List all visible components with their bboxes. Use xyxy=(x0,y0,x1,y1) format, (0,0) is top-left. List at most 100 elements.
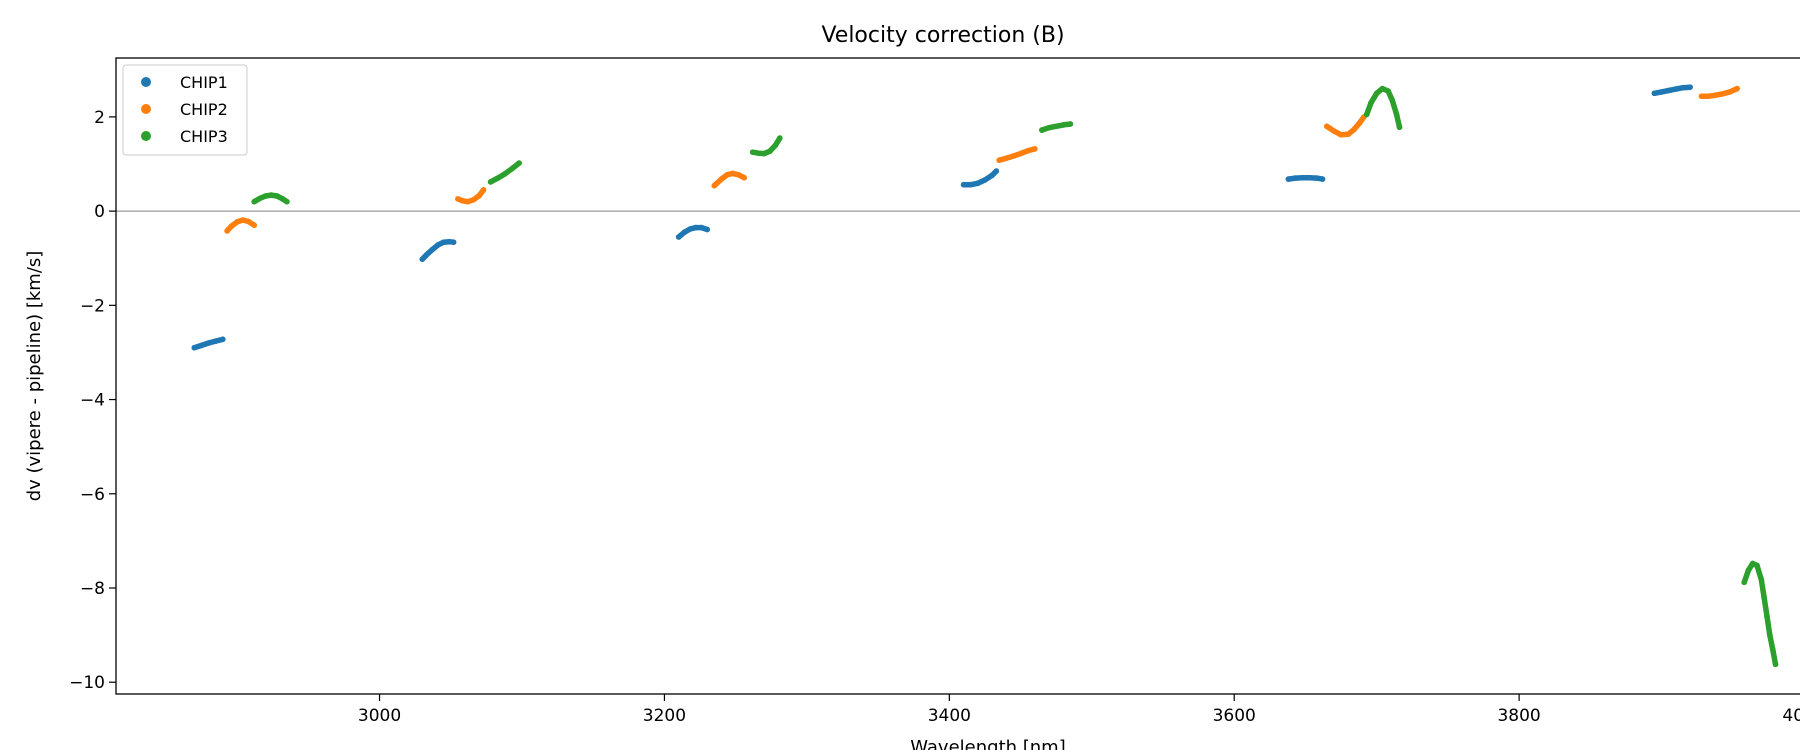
data-point xyxy=(251,198,257,205)
data-point xyxy=(1651,90,1658,97)
data-point xyxy=(495,175,501,181)
data-point xyxy=(1712,92,1719,98)
data-point xyxy=(274,193,280,199)
data-point xyxy=(1032,146,1038,152)
data-point xyxy=(1396,124,1403,131)
data-point xyxy=(1698,93,1705,99)
data-point xyxy=(1727,89,1733,95)
data-point xyxy=(1314,175,1320,181)
data-point xyxy=(476,192,483,199)
data-point xyxy=(279,196,286,202)
data-point xyxy=(284,198,290,205)
y-axis-label: dv (vipere - pipeline) [km/s] xyxy=(24,251,45,502)
data-point xyxy=(1356,120,1363,126)
data-point xyxy=(735,172,742,178)
legend-label: CHIP2 xyxy=(180,100,228,119)
data-point xyxy=(257,195,263,202)
data-point xyxy=(777,135,783,141)
legend-label: CHIP1 xyxy=(180,73,228,92)
data-point xyxy=(975,180,981,187)
data-point xyxy=(1658,89,1665,95)
data-point xyxy=(509,165,515,172)
data-point xyxy=(960,181,967,188)
x-tick-label: 3800 xyxy=(1497,706,1540,726)
data-point xyxy=(1389,97,1396,104)
data-point xyxy=(1039,127,1045,133)
data-point xyxy=(687,226,693,232)
data-point xyxy=(1363,111,1370,118)
data-point xyxy=(1720,91,1726,97)
data-point xyxy=(1285,176,1292,182)
data-point xyxy=(212,338,219,344)
y-tick-label: −8 xyxy=(80,579,105,599)
data-point xyxy=(1734,85,1740,92)
data-point xyxy=(1351,126,1357,133)
x-tick-label: 3200 xyxy=(643,706,686,726)
y-tick-label: −10 xyxy=(69,673,105,693)
x-tick-label: 3400 xyxy=(928,706,971,726)
series-chip2 xyxy=(224,85,1740,234)
data-point xyxy=(1673,86,1679,92)
data-point xyxy=(989,172,995,179)
data-point xyxy=(772,142,779,148)
data-point xyxy=(1017,150,1024,157)
data-point xyxy=(1306,174,1313,181)
data-point xyxy=(1324,123,1330,130)
data-point xyxy=(1345,131,1351,138)
data-point xyxy=(228,223,235,229)
data-point xyxy=(1705,93,1712,99)
data-point xyxy=(1754,562,1760,569)
data-point xyxy=(251,222,257,228)
x-tick-label: 4000 xyxy=(1782,706,1800,726)
data-point xyxy=(234,219,240,225)
data-point xyxy=(761,150,767,157)
data-point xyxy=(1680,84,1686,91)
data-point xyxy=(1761,594,1767,601)
data-point xyxy=(516,160,522,166)
data-point xyxy=(1046,124,1052,131)
data-point xyxy=(749,149,756,155)
data-point xyxy=(693,224,699,231)
data-point xyxy=(1687,84,1693,90)
data-point xyxy=(1758,576,1765,583)
data-point xyxy=(419,256,426,263)
data-point xyxy=(1299,174,1306,181)
legend-box xyxy=(122,64,248,156)
chart-title: Velocity correction (B) xyxy=(821,23,1064,48)
data-point xyxy=(767,148,773,155)
data-point xyxy=(1067,121,1074,127)
data-point xyxy=(198,342,205,349)
data-point xyxy=(755,150,762,156)
data-point xyxy=(1393,111,1400,118)
data-point xyxy=(423,252,430,258)
x-tick-label: 3600 xyxy=(1213,706,1256,726)
data-point xyxy=(502,171,508,177)
data-point xyxy=(704,226,710,233)
data-point xyxy=(1767,632,1773,638)
x-axis-label: Wavelength [nm] xyxy=(910,737,1066,750)
x-tick-label: 3000 xyxy=(358,706,401,726)
data-point xyxy=(711,182,718,189)
data-point xyxy=(435,242,441,248)
data-point xyxy=(191,344,198,351)
data-point xyxy=(996,157,1002,163)
data-point xyxy=(1373,90,1380,97)
data-point xyxy=(470,197,477,203)
legend-marker xyxy=(141,104,151,114)
data-point xyxy=(262,193,269,199)
data-point xyxy=(205,340,212,346)
data-point xyxy=(1060,122,1067,128)
data-point xyxy=(1003,155,1010,162)
y-tick-label: 0 xyxy=(94,202,105,222)
data-point xyxy=(268,192,275,198)
data-point xyxy=(487,179,494,185)
data-point xyxy=(465,198,471,205)
data-point xyxy=(675,234,682,240)
plot-frame xyxy=(115,57,1800,695)
data-point xyxy=(429,246,436,253)
data-point xyxy=(1769,646,1776,652)
data-point xyxy=(1665,87,1672,94)
data-point xyxy=(480,187,487,193)
data-point xyxy=(220,336,226,343)
